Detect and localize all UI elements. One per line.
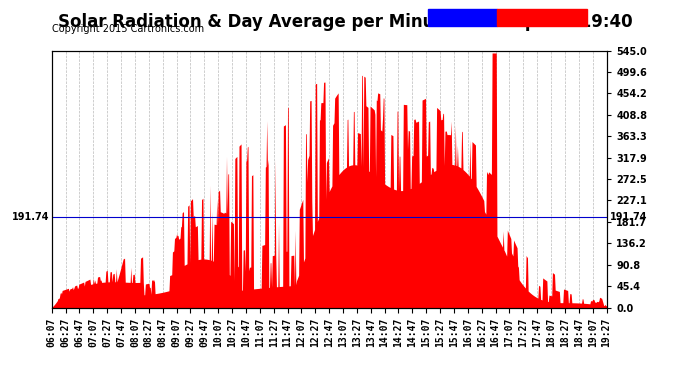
Text: Median (w/m2): Median (w/m2)	[431, 13, 507, 22]
Text: 191.74: 191.74	[610, 212, 647, 222]
Text: Solar Radiation & Day Average per Minute  Wed Apr 22 19:40: Solar Radiation & Day Average per Minute…	[58, 13, 632, 31]
Text: Copyright 2015 Cartronics.com: Copyright 2015 Cartronics.com	[52, 24, 204, 34]
Text: Radiation (w/m2): Radiation (w/m2)	[500, 13, 588, 22]
Text: 191.74: 191.74	[12, 212, 49, 222]
